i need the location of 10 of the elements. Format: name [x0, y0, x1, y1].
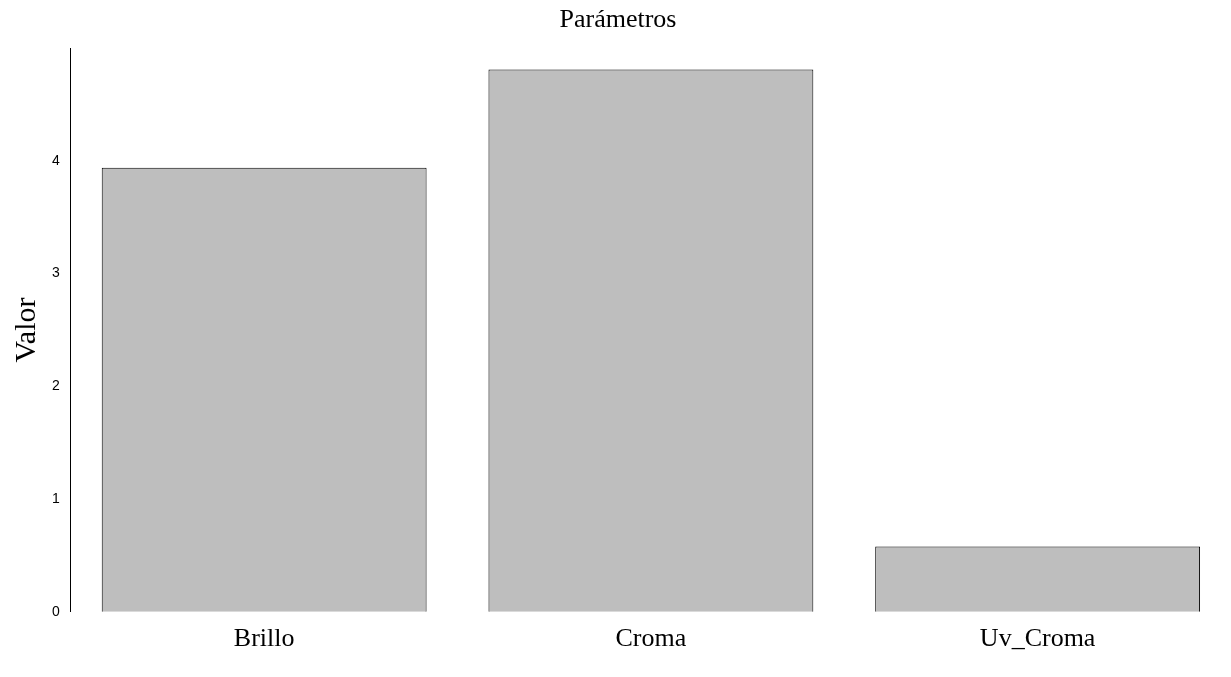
x-tick-label: Brillo: [233, 623, 295, 653]
y-tick-label: 4: [51, 151, 60, 168]
y-tick-label: 1: [51, 489, 60, 506]
y-tick-label: 0: [51, 602, 60, 619]
y-tick-label: 3: [51, 264, 60, 281]
chart-title: Parámetros: [559, 4, 677, 34]
y-axis-title: Valor: [7, 297, 41, 363]
x-tick-label: Croma: [615, 623, 687, 653]
y-tick-label: 2: [51, 377, 60, 394]
x-tick-label: Uv_Croma: [979, 623, 1096, 653]
